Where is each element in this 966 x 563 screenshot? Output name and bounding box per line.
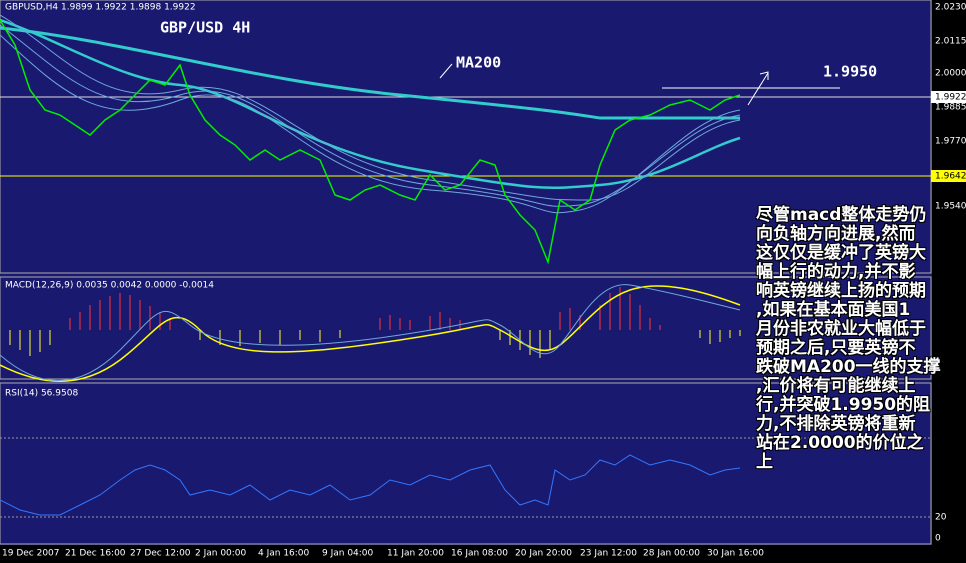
price-tick: 1.9885 — [935, 103, 966, 113]
note-line: 响英镑继续上扬的预期 — [756, 281, 926, 301]
rsi-tick: 0 — [935, 534, 941, 544]
note-line: 上 — [756, 452, 773, 472]
annotation-arrows — [439, 63, 840, 106]
note-line: 预期之后,只要英镑不 — [756, 338, 916, 358]
note-line: 月份非农就业大幅低于 — [756, 319, 926, 339]
main-panel — [0, 0, 932, 274]
note-line: 行,并突破1.9950的阻 — [756, 395, 931, 415]
macd-label: MACD(12,26,9) 0.0035 0.0042 0.0000 -0.00… — [5, 281, 214, 291]
macd-signal — [0, 285, 741, 382]
target-label: 1.9950 — [823, 63, 877, 81]
price — [0, 19, 741, 265]
date-tick: 23 Jan 12:00 — [580, 549, 637, 559]
date-tick: 19 Dec 2007 — [2, 549, 60, 559]
note-line: 这仅仅是缓冲了英镑大 — [756, 243, 926, 263]
macd-panel — [0, 276, 932, 380]
date-tick: 27 Dec 12:00 — [130, 549, 191, 559]
price-tick: 1.9770 — [935, 137, 966, 147]
date-tick: 9 Jan 04:00 — [322, 549, 374, 559]
note-line: ,汇价将有可能继续上 — [756, 376, 916, 396]
date-tick: 11 Jan 20:00 — [387, 549, 444, 559]
symbol-label: GBPUSD,H4 1.9899 1.9922 1.9898 1.9922 — [5, 3, 196, 13]
bid-box — [931, 91, 966, 103]
note-line: 向负轴方向进展,然而 — [756, 224, 916, 244]
rsi-line — [0, 454, 741, 516]
note-line: 跌破MA200一线的支撑 — [756, 357, 941, 377]
support-box — [931, 170, 966, 182]
note-line: 尽管macd整体走势仍 — [756, 205, 927, 225]
date-tick: 21 Dec 16:00 — [65, 549, 126, 559]
chart-title: GBP/USD 4H — [160, 19, 250, 37]
price-tick: 1.9642 — [935, 172, 966, 182]
macd-line — [0, 284, 741, 382]
price-tick: 1.9540 — [935, 202, 966, 212]
note-line: 幅上行的动力,并不影 — [756, 262, 916, 282]
macd-hist-neg — [9, 330, 741, 358]
price-tick: 2.0000 — [935, 69, 966, 79]
date-tick: 2 Jan 00:00 — [195, 549, 247, 559]
date-tick: 30 Jan 16:00 — [707, 549, 764, 559]
ma-label: MA200 — [456, 54, 501, 72]
price-tick: 2.0115 — [935, 37, 966, 47]
note-line: ,如果在基本面美国1 — [756, 300, 911, 320]
moving-averages — [0, 14, 741, 214]
commentary: 尽管macd整体走势仍 向负轴方向进展,然而 这仅仅是缓冲了英镑大 幅上行的动力,并不… — [756, 206, 966, 472]
price-tick: 2.0230 — [935, 3, 966, 13]
date-tick: 4 Jan 16:00 — [258, 549, 310, 559]
date-tick: 16 Jan 08:00 — [451, 549, 508, 559]
note-line: 力,不排除英镑将重新 — [756, 414, 916, 434]
note-line: 站在2.0000的价位之 — [756, 433, 924, 453]
date-tick: 28 Jan 00:00 — [643, 549, 700, 559]
price-tick: 1.9922 — [935, 93, 966, 103]
rsi-tick: 20 — [935, 513, 947, 523]
date-tick: 20 Jan 20:00 — [515, 549, 572, 559]
macd-hist-pos — [69, 287, 661, 330]
rsi-panel — [0, 382, 932, 545]
rsi-label: RSI(14) 56.9508 — [5, 389, 78, 399]
